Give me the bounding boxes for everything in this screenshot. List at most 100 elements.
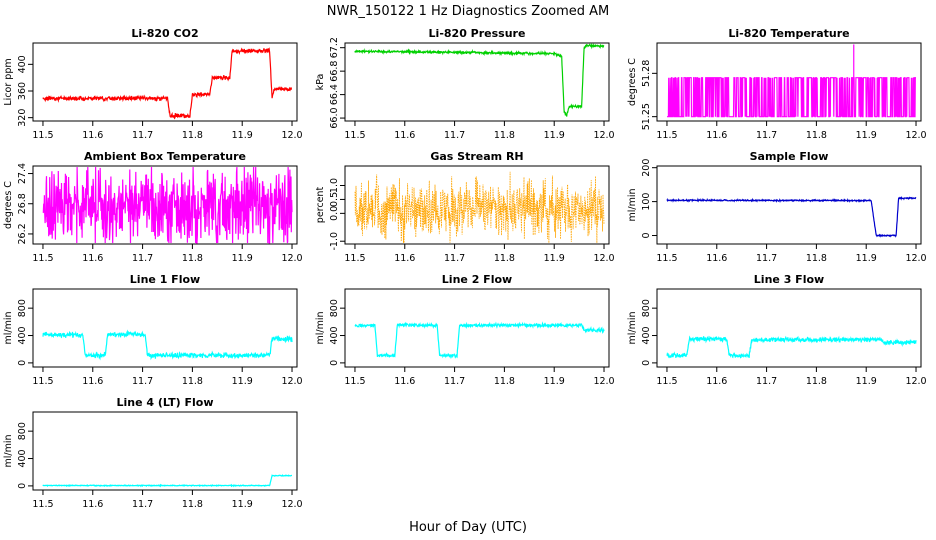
line3-flow-ytick-label: 800 [641, 299, 652, 317]
rh-xtick-label: 11.9 [544, 253, 565, 264]
co2-ytick-label: 360 [17, 82, 28, 100]
co2-ytick-label: 400 [17, 55, 28, 73]
rh-ytick-label: 1.0 [329, 178, 340, 193]
sample-flow-xtick-label: 11.9 [856, 253, 877, 264]
pressure-xtick-label: 11.6 [394, 130, 415, 141]
sample-flow-title: Sample Flow [750, 150, 829, 163]
line1-flow-xtick-label: 11.6 [82, 376, 103, 387]
line3-flow-frame [656, 288, 922, 368]
line4-flow-xtick-label: 11.7 [132, 499, 153, 510]
licor-temp-xtick-label: 12.0 [905, 130, 926, 141]
licor-temp-xtick-label: 11.8 [806, 130, 827, 141]
line2-flow-ytick-label: 800 [329, 299, 340, 317]
rh-xtick-label: 11.7 [444, 253, 465, 264]
figure-xlabel: Hour of Day (UTC) [409, 520, 527, 535]
pressure-title: Li-820 Pressure [429, 27, 526, 40]
panel-licor-temp: Li-820 Temperature degrees C 11.5 11.6 11.7 1… [627, 27, 927, 141]
line3-flow-title: Line 3 Flow [754, 273, 824, 286]
panel-line3-flow: Line 3 Flow ml/min 11.5 11.6 11.7 11.8 11.9 12.… [627, 273, 927, 387]
rh-ytick-label: 0.5 [329, 192, 340, 207]
line2-flow-title: Line 2 Flow [442, 273, 512, 286]
line2-flow-xtick-label: 11.7 [444, 376, 465, 387]
line3-flow-ytick-label: 400 [641, 326, 652, 344]
sample-flow-xtick-label: 11.8 [806, 253, 827, 264]
box-temp-xtick-label: 11.8 [182, 253, 203, 264]
sample-flow-xtick-label: 11.5 [656, 253, 677, 264]
pressure-ytick-label: 67.2 [329, 37, 340, 58]
licor-temp-xtick-label: 11.9 [856, 130, 877, 141]
line4-flow-ylabel: ml/min [3, 434, 14, 467]
line1-flow-ytick-label: 800 [17, 299, 28, 317]
line2-flow-xtick-label: 11.6 [394, 376, 415, 387]
line1-flow-title: Line 1 Flow [130, 273, 200, 286]
panel-line1-flow: Line 1 Flow ml/min 11.5 11.6 11.7 11.8 11.9 12.… [3, 273, 303, 387]
panel-rh: Gas Stream RH percent 11.5 11.6 11.7 11.8 11.9… [315, 150, 615, 264]
rh-ylabel: percent [315, 187, 326, 224]
line2-flow-xtick-label: 11.5 [344, 376, 365, 387]
line3-flow-ylabel: ml/min [627, 311, 638, 344]
rh-ytick-label: -1.0 [329, 232, 340, 251]
figure-title: NWR_150122 1 Hz Diagnostics Zoomed AM [327, 4, 610, 19]
licor-temp-ytick-label: 51.25 [641, 103, 652, 130]
line2-flow-xtick-label: 12.0 [593, 376, 614, 387]
licor-temp-frame [656, 42, 922, 122]
box-temp-ylabel: degrees C [3, 181, 14, 229]
pressure-ytick-label: 66.4 [329, 84, 340, 105]
line1-flow-ylabel: ml/min [3, 311, 14, 344]
line4-flow-xtick-label: 12.0 [281, 499, 302, 510]
panel-line4-flow: Line 4 (LT) Flow ml/min 11.5 11.6 11.7 11.8 11… [3, 396, 303, 510]
line1-flow-xtick-label: 11.7 [132, 376, 153, 387]
line4-flow-ytick-label: 0 [17, 483, 28, 489]
licor-temp-xtick-label: 11.7 [756, 130, 777, 141]
pressure-frame [344, 42, 610, 122]
box-temp-xtick-label: 11.9 [232, 253, 253, 264]
pressure-xtick-label: 11.9 [544, 130, 565, 141]
panel-co2: Li-820 CO2 Licor ppm 11.5 11.6 11.7 11.8 11.9 1… [3, 27, 303, 141]
panels: Li-820 CO2 Licor ppm 11.5 11.6 11.7 11.8 11.9 1… [3, 27, 927, 510]
line1-flow-frame [32, 288, 298, 368]
box-temp-xtick-label: 11.6 [82, 253, 103, 264]
line4-flow-xtick-label: 11.9 [232, 499, 253, 510]
line3-flow-xtick-label: 11.8 [806, 376, 827, 387]
licor-temp-series-line [667, 77, 916, 118]
pressure-ytick-label: 66.0 [329, 107, 340, 128]
line3-flow-xtick-label: 11.9 [856, 376, 877, 387]
box-temp-xtick-label: 11.5 [32, 253, 53, 264]
rh-xtick-label: 12.0 [593, 253, 614, 264]
rh-ytick-label: 0.0 [329, 206, 340, 221]
pressure-xtick-label: 11.7 [444, 130, 465, 141]
box-temp-ytick-label: 26.8 [17, 193, 28, 214]
line2-flow-frame [344, 288, 610, 368]
line2-flow-xtick-label: 11.9 [544, 376, 565, 387]
line2-flow-ytick-label: 400 [329, 326, 340, 344]
licor-temp-ylabel: degrees C [627, 58, 638, 106]
pressure-xtick-label: 11.8 [494, 130, 515, 141]
rh-frame [344, 165, 610, 245]
box-temp-ytick-label: 27.4 [17, 163, 28, 184]
line1-flow-ytick-label: 0 [17, 360, 28, 366]
rh-series-line [354, 171, 605, 244]
sample-flow-series-line [666, 196, 917, 238]
line4-flow-xtick-label: 11.6 [82, 499, 103, 510]
line1-flow-xtick-label: 12.0 [281, 376, 302, 387]
co2-xtick-label: 11.5 [32, 130, 53, 141]
box-temp-title: Ambient Box Temperature [84, 150, 246, 163]
line1-flow-ytick-label: 400 [17, 326, 28, 344]
pressure-xtick-label: 12.0 [593, 130, 614, 141]
line2-flow-xtick-label: 11.8 [494, 376, 515, 387]
panel-box-temp: Ambient Box Temperature degrees C 11.5 11.6… [3, 150, 303, 264]
line2-flow-ytick-label: 0 [329, 360, 340, 366]
licor-temp-ytick-label: 51.28 [641, 60, 652, 87]
co2-series-line [42, 47, 292, 120]
pressure-ylabel: kPa [315, 74, 326, 91]
co2-xtick-label: 11.7 [132, 130, 153, 141]
panel-pressure: Li-820 Pressure kPa 11.5 11.6 11.7 11.8 11.9 12… [315, 27, 615, 141]
rh-xtick-label: 11.8 [494, 253, 515, 264]
sample-flow-xtick-label: 11.7 [756, 253, 777, 264]
sample-flow-xtick-label: 11.6 [706, 253, 727, 264]
line3-flow-xtick-label: 11.5 [656, 376, 677, 387]
pressure-series-line [354, 42, 605, 117]
co2-title: Li-820 CO2 [131, 27, 198, 40]
line2-flow-ylabel: ml/min [315, 311, 326, 344]
